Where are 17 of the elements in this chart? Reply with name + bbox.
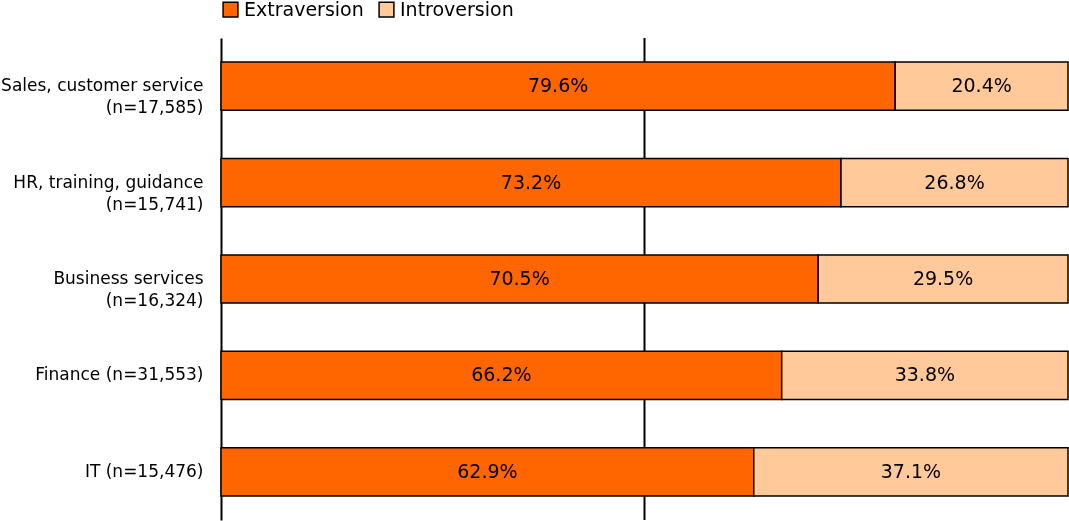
legend-label: Extraversion [244, 0, 364, 20]
y-tick-label: IT (n=15,476) [84, 460, 204, 481]
data-label: 29.5% [912, 267, 974, 289]
y-tick-label: Finance (n=31,553) [35, 364, 204, 385]
data-label: 70.5% [489, 267, 550, 289]
data-label: 66.2% [471, 363, 532, 386]
data-label: 79.6% [527, 74, 589, 97]
y-tick-label: Sales, customer service (n=17,585) [1, 75, 204, 118]
data-label: 33.8% [894, 363, 956, 386]
y-tick-label: Business services (n=16,324) [53, 268, 204, 310]
data-label: 73.2% [500, 170, 562, 193]
y-tick-label: HR, training, guidance (n=15,741) [13, 171, 204, 214]
data-label: 37.1% [880, 459, 942, 482]
data-label: 20.4% [951, 74, 1012, 97]
data-label: 62.9% [457, 459, 518, 482]
legend-label: Introversion [400, 0, 514, 20]
data-label: 26.8% [924, 170, 985, 193]
